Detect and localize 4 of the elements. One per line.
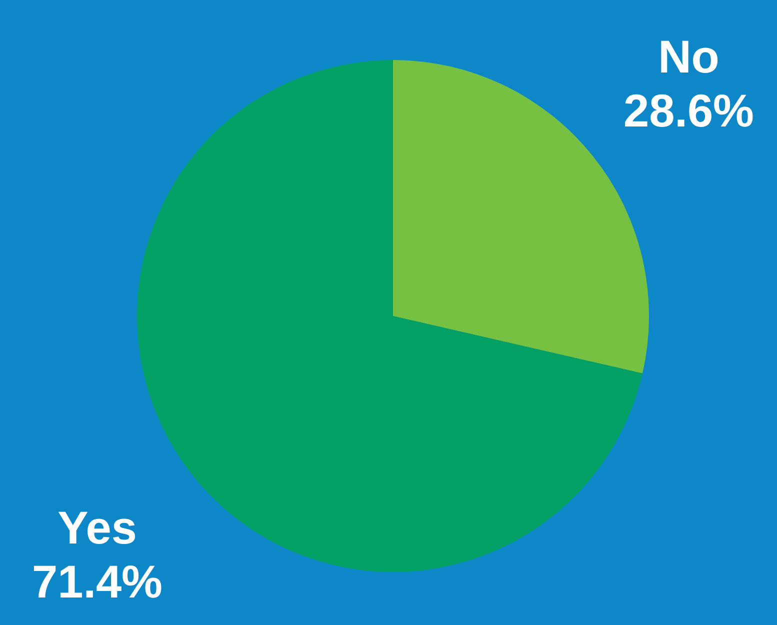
slice-label: No: [658, 30, 720, 83]
data-label: 71.4%: [32, 555, 162, 608]
data-label: 28.6%: [624, 84, 754, 137]
slice-label: Yes: [58, 501, 137, 554]
